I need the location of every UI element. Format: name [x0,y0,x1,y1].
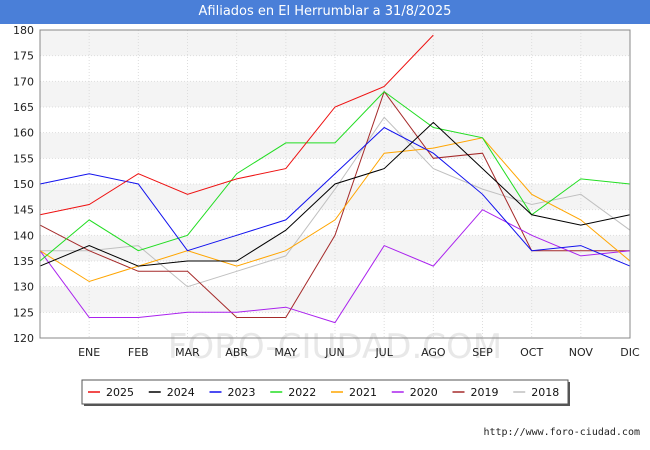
y-tick-label: 160 [13,127,34,140]
y-tick-label: 130 [13,281,34,294]
series-line-2025 [39,34,434,216]
plot-band [40,235,630,261]
x-tick-label: OCT [520,346,543,359]
series-line-2024 [39,121,631,267]
plot-border [39,29,631,339]
y-tick-label: 145 [13,204,34,217]
y-tick-label: 135 [13,255,34,268]
legend-label-2023: 2023 [228,386,256,399]
y-tick-label: 155 [13,152,34,165]
plot-band [40,55,630,82]
plot-band [40,132,630,159]
legend-label-2025: 2025 [106,386,134,399]
series-line-2020 [39,209,631,324]
plot-band [40,184,630,210]
x-tick-label: JUL [374,346,393,359]
series-lines [39,34,631,324]
x-tick-label: DIC [620,346,640,359]
plot-band [40,81,630,107]
x-tick-label: ABR [225,346,248,359]
legend: 2025 2024 2023 2022 2021 2020 2019 2018 [81,379,570,406]
legend-label-2024: 2024 [167,386,195,399]
legend-label-2019: 2019 [471,386,499,399]
y-tick-label: 165 [13,101,34,114]
axes: 120 125 130 135 140 145 150 155 160 165 170 175 180 E… [13,24,640,359]
x-tick-label: FEB [128,346,149,359]
footer-url: http://www.foro-ciudad.com [483,427,640,438]
y-tick-label: 175 [13,50,34,63]
legend-label-2022: 2022 [288,386,316,399]
series-line-2018 [40,116,631,288]
y-tick-label: 125 [13,306,34,319]
x-tick-label: MAR [175,346,200,359]
plot-band [40,107,630,133]
y-tick-label: 180 [13,24,34,37]
y-tick-label: 140 [13,229,34,242]
x-tick-label: MAY [274,346,297,359]
y-tick-label: 120 [13,332,34,345]
legend-label-2021: 2021 [349,386,377,399]
y-tick-label: 170 [13,75,34,88]
legend-box [81,379,569,405]
x-tick-label: SEP [472,346,493,359]
plot-band [40,286,630,313]
x-tick-label: NOV [569,346,594,359]
chart-title: Afiliados en El Herrumblar a 31/8/2025 [0,0,650,24]
legend-label-2020: 2020 [410,386,438,399]
legend-label-2018: 2018 [531,386,559,399]
x-tick-label: JUN [324,346,345,359]
x-tick-label: ENE [78,346,100,359]
x-tick-label: AGO [421,346,446,359]
series-line-2023 [39,126,631,267]
y-tick-label: 150 [13,178,34,191]
